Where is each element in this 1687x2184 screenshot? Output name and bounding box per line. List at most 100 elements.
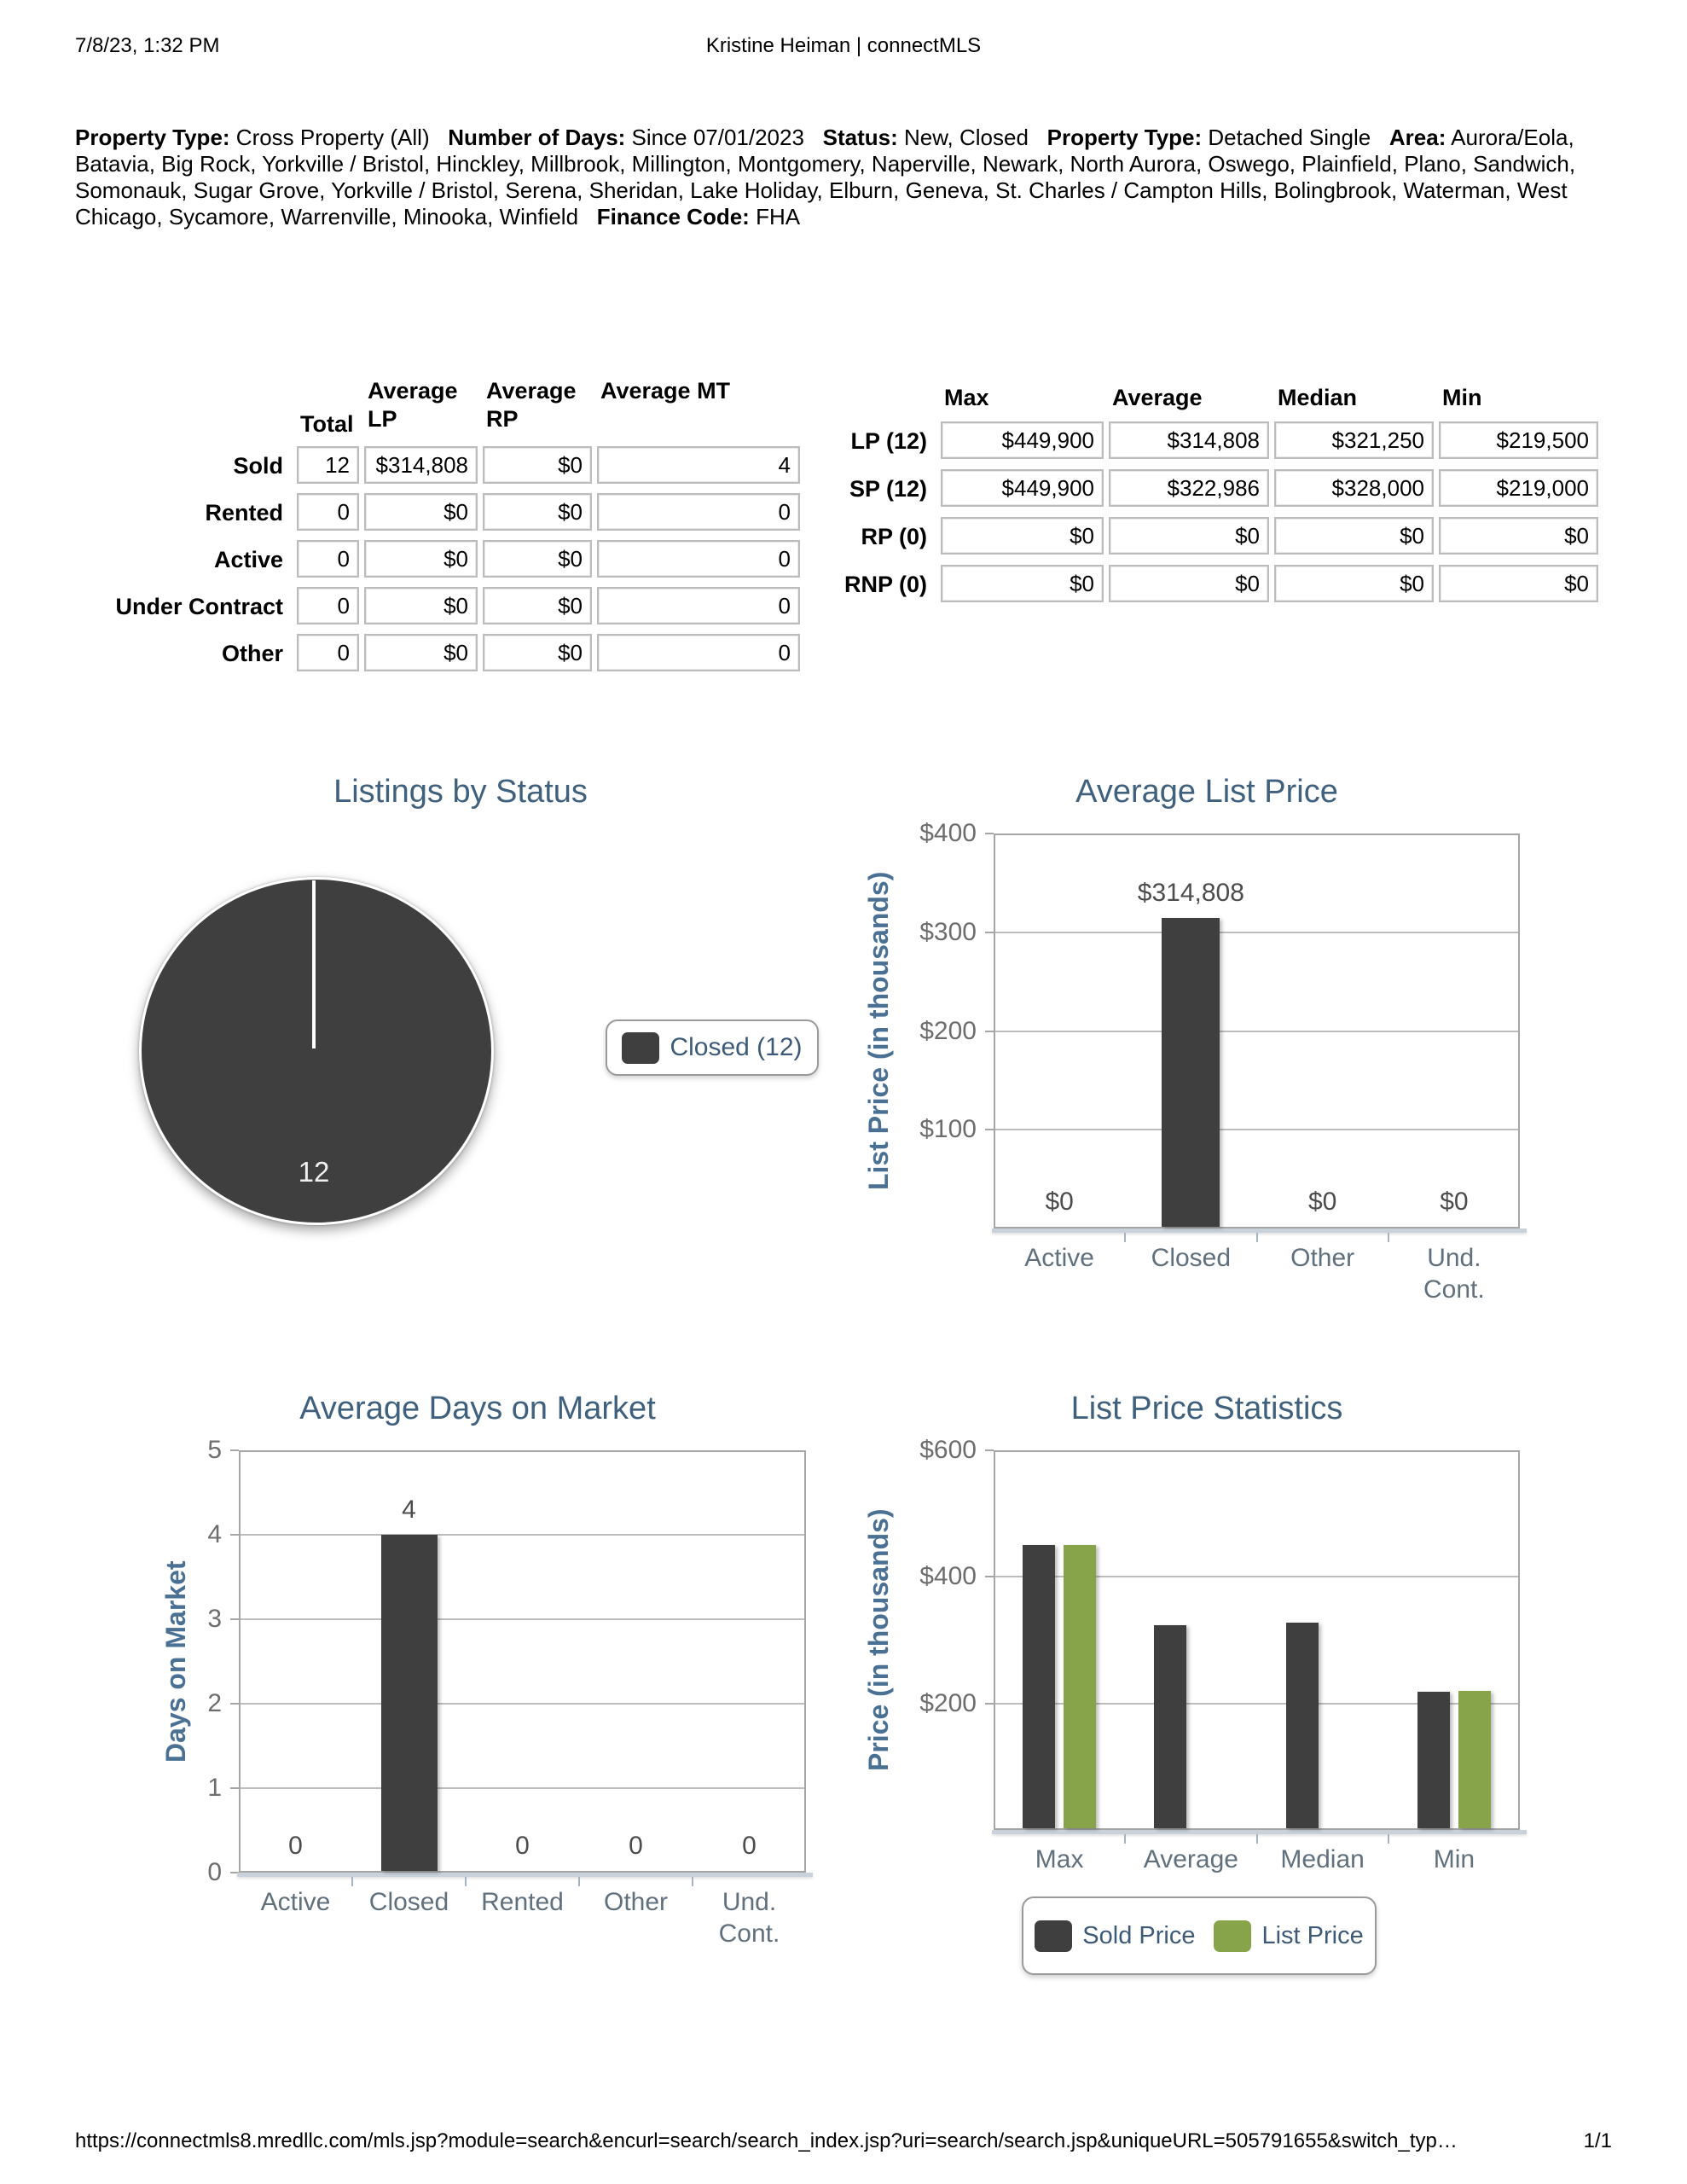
gridline bbox=[995, 1129, 1518, 1131]
x-tick-mark bbox=[1124, 1834, 1127, 1844]
table-cell: $0 bbox=[483, 634, 592, 671]
legend-swatch-icon bbox=[1035, 1920, 1073, 1952]
y-tick-label: $400 bbox=[919, 819, 977, 847]
bar-value-label: $0 bbox=[1045, 1188, 1074, 1216]
print-footer: https://connectmls8.mredllc.com/mls.jsp?… bbox=[75, 2129, 1612, 2153]
criteria-label: Number of Days: bbox=[448, 125, 626, 150]
row-label: RNP (0) bbox=[844, 572, 927, 597]
criteria-label: Status: bbox=[822, 125, 898, 150]
bar-sold-price bbox=[1417, 1691, 1450, 1828]
x-category-label: Und. Cont. bbox=[1423, 1244, 1485, 1304]
gridline bbox=[995, 1576, 1518, 1578]
x-category-label: Active bbox=[260, 1888, 331, 1916]
table-cell: $0 bbox=[941, 517, 1104, 555]
print-header: 7/8/23, 1:32 PM Kristine Heiman | connec… bbox=[75, 34, 1612, 58]
chart-title: Average Days on Market bbox=[299, 1391, 656, 1426]
x-tick-mark bbox=[1255, 1834, 1258, 1844]
table-cell: 0 bbox=[597, 634, 800, 671]
row-label: Active bbox=[213, 547, 283, 572]
criteria-label: Property Type: bbox=[1046, 125, 1203, 150]
gridline bbox=[241, 1534, 804, 1536]
legend-swatch-icon bbox=[622, 1031, 660, 1064]
legend-swatch-icon bbox=[1214, 1920, 1252, 1952]
pie-slice-closed bbox=[139, 877, 494, 1225]
y-tick-mark bbox=[230, 1787, 239, 1789]
criteria-value: New, Closed bbox=[897, 125, 1029, 150]
gridline bbox=[995, 931, 1518, 933]
column-header: Average bbox=[1112, 385, 1203, 410]
y-tick-mark bbox=[230, 1534, 239, 1536]
criteria-value: Detached Single bbox=[1202, 125, 1371, 150]
x-tick-mark bbox=[351, 1877, 353, 1886]
column-header: Max bbox=[944, 385, 989, 410]
x-category-label: Closed bbox=[1151, 1244, 1232, 1272]
y-tick-mark bbox=[985, 1129, 994, 1131]
average-days-on-market-chart: Average Days on Market Days on Market 5 4 3 2… bbox=[94, 1389, 844, 1986]
table-cell: 12 bbox=[297, 446, 359, 484]
x-tick-mark bbox=[692, 1877, 693, 1886]
y-tick-label: $200 bbox=[919, 1016, 977, 1045]
bar-sold-price bbox=[1285, 1622, 1319, 1828]
table-cell: $322,986 bbox=[1109, 469, 1269, 507]
table-cell: $449,900 bbox=[941, 469, 1104, 507]
column-header: Median bbox=[1278, 385, 1358, 410]
bar-value-label: $0 bbox=[1440, 1188, 1469, 1216]
column-header: Average MT bbox=[600, 378, 731, 404]
table-cell: $321,250 bbox=[1274, 421, 1434, 459]
table-cell: $0 bbox=[483, 587, 592, 624]
chart-title: List Price Statistics bbox=[1070, 1391, 1343, 1426]
x-category-label: Active bbox=[1024, 1244, 1094, 1272]
list-price-statistics-chart: List Price Statistics Price (in thousands… bbox=[844, 1389, 1612, 1986]
criteria-label: Finance Code: bbox=[596, 204, 750, 229]
y-tick-mark bbox=[985, 1702, 994, 1705]
legend-label: Sold Price bbox=[1082, 1921, 1196, 1949]
y-tick-label: $100 bbox=[919, 1115, 977, 1144]
y-tick-label: 0 bbox=[207, 1858, 222, 1886]
x-category-label: Max bbox=[1035, 1845, 1084, 1873]
bar-value-label: $0 bbox=[1307, 1188, 1337, 1216]
bar-value-label: 4 bbox=[402, 1496, 416, 1524]
criteria-value: Since 07/01/2023 bbox=[625, 125, 804, 150]
y-tick-label: $400 bbox=[919, 1562, 977, 1591]
x-axis-baseline bbox=[992, 1228, 1527, 1233]
bar-value-label: 0 bbox=[515, 1832, 530, 1860]
x-category-label: Und. Cont. bbox=[718, 1888, 780, 1948]
gridline bbox=[241, 1787, 804, 1789]
x-category-label: Rented bbox=[481, 1888, 564, 1916]
y-tick-mark bbox=[230, 1618, 239, 1620]
table-cell: $0 bbox=[1439, 565, 1598, 602]
legend-entry: Sold Price bbox=[1035, 1920, 1195, 1952]
row-label: Other bbox=[221, 641, 283, 666]
table-cell: $314,808 bbox=[1109, 421, 1269, 459]
criteria-value: Cross Property (All) bbox=[229, 125, 430, 150]
x-category-label: Average bbox=[1143, 1845, 1238, 1873]
y-tick-mark bbox=[985, 1449, 994, 1451]
y-tick-mark bbox=[230, 1703, 239, 1705]
y-tick-label: 5 bbox=[207, 1436, 222, 1464]
table-cell: $0 bbox=[1109, 517, 1269, 555]
y-tick-mark bbox=[985, 1030, 994, 1032]
bar-value-label: 0 bbox=[742, 1832, 757, 1860]
table-cell: $0 bbox=[483, 540, 592, 578]
y-tick-label: 2 bbox=[207, 1689, 222, 1717]
gridline bbox=[995, 1702, 1518, 1705]
y-tick-label: $200 bbox=[919, 1688, 977, 1717]
table-cell: 4 bbox=[597, 446, 800, 484]
table-cell: $0 bbox=[483, 446, 592, 484]
table-cell: 0 bbox=[297, 587, 359, 624]
bar-list-price bbox=[1064, 1545, 1097, 1828]
y-tick-label: 1 bbox=[207, 1774, 222, 1802]
y-tick-mark bbox=[985, 833, 994, 834]
x-tick-mark bbox=[1387, 1834, 1389, 1844]
status-summary-table: Total Average LP Average RP Average MT Sold 1… bbox=[94, 377, 800, 673]
legend-label: Closed (12) bbox=[670, 1033, 803, 1061]
table-cell: $328,000 bbox=[1274, 469, 1434, 507]
criteria-label: Property Type: bbox=[75, 125, 230, 150]
x-tick-mark bbox=[578, 1877, 580, 1886]
y-tick-label: 3 bbox=[207, 1605, 222, 1633]
bar-closed bbox=[1162, 917, 1220, 1227]
pie-legend: Closed (12) bbox=[606, 1019, 819, 1076]
criteria-label: Area: bbox=[1388, 125, 1446, 150]
table-cell: 0 bbox=[297, 634, 359, 671]
y-tick-mark bbox=[985, 931, 994, 933]
